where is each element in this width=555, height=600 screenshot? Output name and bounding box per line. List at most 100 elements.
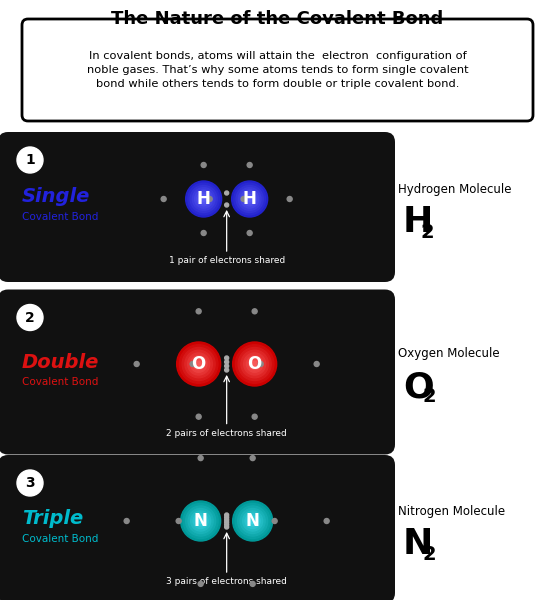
Text: N: N bbox=[403, 527, 433, 561]
Circle shape bbox=[245, 194, 254, 203]
FancyBboxPatch shape bbox=[0, 289, 395, 455]
Circle shape bbox=[287, 196, 292, 202]
Circle shape bbox=[161, 196, 166, 202]
Circle shape bbox=[247, 163, 252, 167]
Text: Nitrogen Molecule: Nitrogen Molecule bbox=[398, 505, 505, 517]
FancyBboxPatch shape bbox=[22, 19, 533, 121]
Circle shape bbox=[241, 350, 269, 378]
Circle shape bbox=[225, 203, 229, 207]
Circle shape bbox=[201, 163, 206, 167]
Circle shape bbox=[233, 501, 273, 541]
Circle shape bbox=[181, 501, 221, 541]
Circle shape bbox=[231, 181, 268, 217]
Text: 2 pairs of electrons shared: 2 pairs of electrons shared bbox=[166, 428, 287, 437]
Circle shape bbox=[225, 525, 229, 529]
Circle shape bbox=[225, 360, 229, 364]
Circle shape bbox=[250, 455, 255, 461]
Circle shape bbox=[247, 230, 252, 235]
Text: Covalent Bond: Covalent Bond bbox=[22, 534, 98, 544]
Circle shape bbox=[197, 192, 210, 206]
Text: 2: 2 bbox=[423, 545, 437, 563]
Circle shape bbox=[185, 350, 213, 378]
Circle shape bbox=[188, 353, 210, 375]
Text: Oxygen Molecule: Oxygen Molecule bbox=[398, 347, 500, 361]
Circle shape bbox=[193, 514, 208, 529]
Circle shape bbox=[225, 364, 229, 368]
Text: 3 pairs of electrons shared: 3 pairs of electrons shared bbox=[166, 577, 287, 586]
Circle shape bbox=[238, 347, 271, 380]
Text: 2: 2 bbox=[421, 223, 435, 241]
Text: 2: 2 bbox=[423, 388, 437, 407]
Circle shape bbox=[248, 197, 252, 201]
Circle shape bbox=[248, 516, 258, 526]
Circle shape bbox=[193, 188, 215, 210]
Circle shape bbox=[252, 414, 257, 419]
Circle shape bbox=[186, 181, 221, 217]
Circle shape bbox=[193, 358, 204, 370]
Text: H: H bbox=[196, 190, 210, 208]
Text: Covalent Bond: Covalent Bond bbox=[22, 377, 98, 387]
Circle shape bbox=[124, 518, 129, 523]
Circle shape bbox=[198, 518, 203, 523]
Circle shape bbox=[233, 342, 276, 386]
Text: N: N bbox=[246, 512, 260, 530]
Circle shape bbox=[191, 511, 211, 531]
Text: N: N bbox=[194, 512, 208, 530]
Circle shape bbox=[196, 414, 201, 419]
Circle shape bbox=[252, 361, 258, 367]
Text: Double: Double bbox=[22, 352, 99, 371]
Circle shape bbox=[245, 514, 260, 529]
Circle shape bbox=[201, 197, 206, 201]
Circle shape bbox=[207, 196, 212, 202]
Text: O: O bbox=[403, 370, 434, 404]
Text: 2: 2 bbox=[25, 311, 35, 325]
Circle shape bbox=[198, 581, 203, 586]
Circle shape bbox=[258, 361, 263, 367]
Circle shape bbox=[252, 309, 257, 314]
Text: Covalent Bond: Covalent Bond bbox=[22, 212, 98, 222]
Circle shape bbox=[250, 581, 255, 586]
Circle shape bbox=[235, 503, 270, 539]
Circle shape bbox=[314, 361, 319, 367]
Text: Triple: Triple bbox=[22, 509, 83, 529]
Circle shape bbox=[243, 192, 256, 206]
Circle shape bbox=[225, 520, 229, 524]
FancyBboxPatch shape bbox=[0, 455, 395, 600]
Circle shape bbox=[225, 518, 229, 522]
Text: O: O bbox=[191, 355, 206, 373]
Circle shape bbox=[196, 361, 201, 367]
Circle shape bbox=[198, 455, 203, 461]
Circle shape bbox=[240, 509, 265, 533]
Circle shape bbox=[225, 523, 229, 527]
Circle shape bbox=[199, 194, 208, 203]
Circle shape bbox=[17, 470, 43, 496]
Circle shape bbox=[225, 191, 229, 195]
Circle shape bbox=[195, 190, 213, 208]
Circle shape bbox=[225, 356, 229, 360]
Circle shape bbox=[241, 196, 246, 202]
Circle shape bbox=[239, 188, 261, 210]
Circle shape bbox=[179, 345, 218, 383]
Circle shape bbox=[272, 518, 277, 523]
Circle shape bbox=[190, 361, 195, 367]
Circle shape bbox=[225, 515, 229, 520]
Circle shape bbox=[225, 368, 229, 372]
Text: H: H bbox=[403, 205, 433, 239]
Text: Single: Single bbox=[22, 187, 90, 206]
Text: O: O bbox=[248, 355, 262, 373]
Circle shape bbox=[244, 353, 266, 375]
Circle shape bbox=[196, 516, 206, 526]
Circle shape bbox=[235, 345, 274, 383]
Circle shape bbox=[17, 147, 43, 173]
Circle shape bbox=[238, 506, 268, 536]
Circle shape bbox=[201, 230, 206, 235]
Circle shape bbox=[176, 342, 221, 386]
Circle shape bbox=[183, 503, 218, 539]
Text: 1: 1 bbox=[25, 153, 35, 167]
Circle shape bbox=[176, 518, 181, 523]
Circle shape bbox=[236, 185, 263, 212]
Circle shape bbox=[196, 309, 201, 314]
Circle shape bbox=[188, 183, 219, 215]
Circle shape bbox=[134, 361, 139, 367]
Text: 1 pair of electrons shared: 1 pair of electrons shared bbox=[169, 256, 285, 265]
